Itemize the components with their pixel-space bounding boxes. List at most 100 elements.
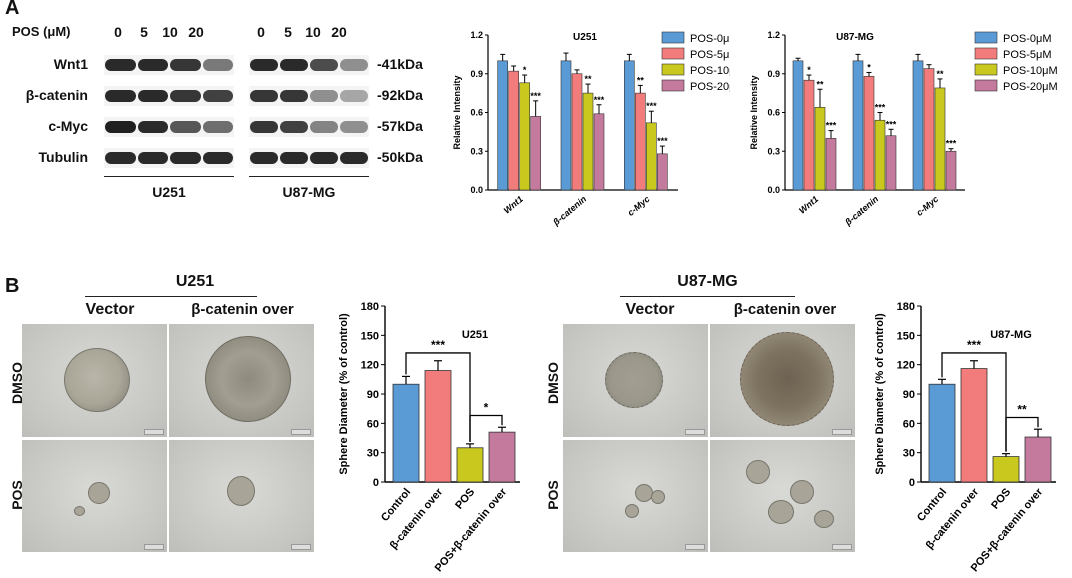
blot-strip (104, 55, 234, 75)
legend-label: POS-0μM (1003, 33, 1052, 45)
protein-label: Tubulin (38, 149, 89, 165)
y-tick-label: 0.9 (470, 69, 483, 79)
y-tick-label: 0.6 (470, 108, 483, 118)
significance-label: ** (936, 69, 944, 79)
legend-swatch (974, 79, 998, 92)
bar (392, 383, 420, 483)
kda-label: -41kDa (377, 56, 423, 72)
chart-title: U87-MG (990, 329, 1032, 341)
legend-swatch (661, 47, 685, 60)
bar (814, 107, 826, 191)
panel-a-letter: A (5, 0, 20, 19)
x-tick-label: Wnt1 (502, 194, 525, 216)
legend-label: POS-10μM (1003, 65, 1058, 77)
blot-band (280, 90, 308, 102)
bar (456, 447, 484, 483)
blot-band (310, 152, 338, 164)
bar (519, 82, 530, 191)
blot-strip (249, 117, 369, 137)
micrograph-u87-catenin-pos (710, 440, 855, 552)
legend-label: POS-0μM (690, 33, 730, 45)
x-tick-label: c-Myc (914, 194, 940, 218)
y-tick-label: 0 (909, 477, 915, 489)
y-tick-label: 0 (373, 477, 379, 489)
blot-band (170, 152, 201, 164)
x-tick-label: POS (453, 486, 477, 512)
legend-swatch (974, 47, 998, 60)
y-axis-label: Sphere Diameter (% of control) (338, 313, 350, 475)
legend-label: POS-20μM (690, 81, 730, 93)
blot-band (137, 59, 168, 71)
bar (424, 370, 452, 483)
micrograph-u87-vector-pos (563, 440, 708, 552)
blot-strip (104, 86, 234, 106)
significance-label: *** (826, 121, 837, 131)
blot-band (280, 59, 308, 71)
legend-swatch (661, 79, 685, 92)
blot-band (137, 152, 168, 164)
y-tick-label: 60 (367, 418, 379, 430)
significance-bracket (1005, 416, 1039, 452)
kda-label: -57kDa (377, 118, 423, 134)
dose-label: 10 (162, 24, 178, 40)
blot-band (310, 90, 338, 102)
x-tick-label: Wnt1 (797, 194, 820, 216)
bar (885, 135, 897, 191)
significance-label: *** (594, 95, 605, 105)
significance-label: ** (637, 75, 645, 85)
dose-label: 0 (114, 24, 122, 40)
bar (923, 68, 935, 191)
significance-label: *** (946, 139, 957, 149)
y-tick-label: 0.0 (470, 185, 483, 195)
chart-title: U87-MG (836, 32, 874, 43)
blot-band (340, 59, 368, 71)
y-tick-label: 120 (361, 360, 379, 372)
blot-band (105, 121, 136, 133)
legend-swatch (974, 63, 998, 76)
significance-label: * (867, 62, 871, 72)
u251-col-catenin-over: β-catenin over (191, 301, 294, 318)
bar (1024, 436, 1052, 483)
y-tick-label: 0.3 (767, 146, 780, 156)
y-tick-label: 0.9 (767, 69, 780, 79)
bar (803, 79, 815, 191)
y-tick-label: 90 (367, 389, 379, 401)
y-tick-label: 30 (903, 448, 915, 460)
u87-title-underline (620, 296, 795, 297)
blot-strip (249, 55, 369, 75)
significance-label: ** (584, 74, 592, 84)
significance-label: *** (530, 91, 541, 101)
legend-label: POS-20μM (1003, 81, 1058, 93)
blot-strip (249, 86, 369, 106)
blot-band (310, 121, 338, 133)
significance-bracket (405, 352, 471, 442)
chart-u87-relative-intensity: 0.0 0.3 0.6 0.9 1.2 Relative Intensity U87-MG *… (749, 30, 1058, 228)
blot-strip (249, 148, 369, 168)
wb-cell-line-u87: U87-MG (282, 184, 336, 200)
y-tick-label: 60 (903, 418, 915, 430)
blot-strip (104, 117, 234, 137)
legend-label: POS-5μM (1003, 49, 1052, 61)
blot-band (202, 121, 233, 133)
micrograph-u251-catenin-pos (169, 440, 314, 552)
u87-col-catenin-over: β-catenin over (733, 301, 837, 318)
blot-band (202, 59, 233, 71)
protein-label: c-Myc (48, 118, 88, 134)
bar (863, 76, 875, 191)
u87-row-dmso: DMSO (545, 362, 561, 404)
significance-label: *** (646, 101, 657, 111)
bar (960, 368, 988, 483)
blot-band (170, 90, 201, 102)
dose-label: 20 (331, 24, 347, 40)
kda-label: -92kDa (377, 87, 423, 103)
x-tick-label: c-Myc (626, 194, 652, 218)
bar (635, 92, 646, 191)
x-tick-label: β-catenin (842, 194, 880, 228)
significance-bracket (469, 414, 503, 442)
kda-label: -50kDa (377, 149, 423, 165)
y-tick-label: 180 (361, 301, 379, 313)
dose-label: 5 (140, 24, 148, 40)
protein-label: β-catenin (25, 87, 88, 103)
blot-band (280, 152, 308, 164)
blot-band (105, 152, 136, 164)
